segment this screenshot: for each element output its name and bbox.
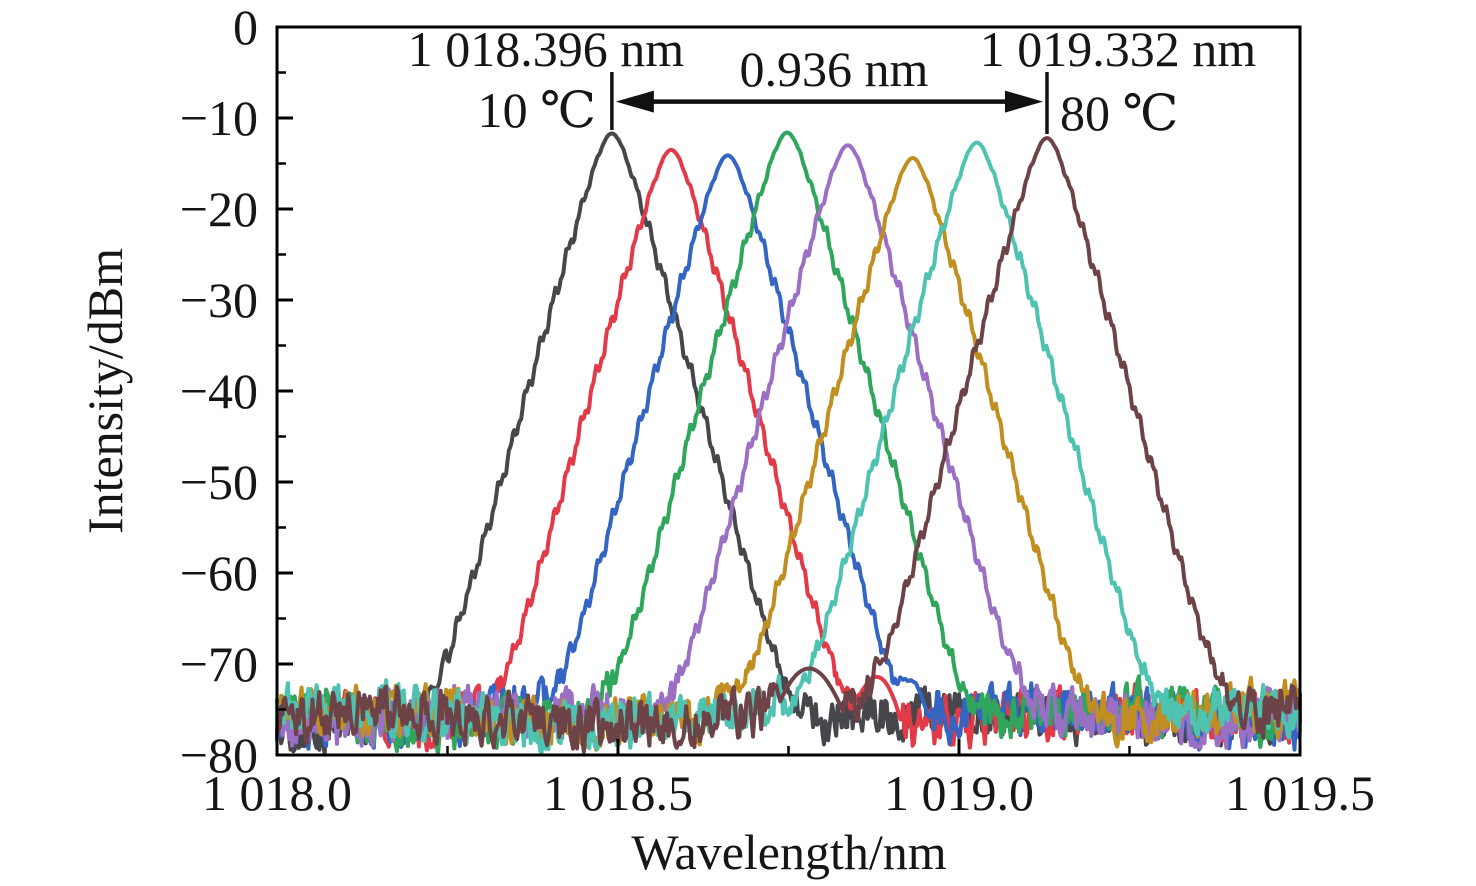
spectrum-curve-40c (275, 130, 1302, 755)
span-arrowhead-right-icon (1004, 90, 1043, 113)
x-axis-tick-label: 1 018.0 (202, 765, 352, 821)
spectrum-curve-30c (275, 153, 1302, 752)
spectrum-curve-10c (275, 131, 1302, 755)
annotation-span-label: 0.936 nm (740, 41, 929, 97)
y-axis-tick-label: −20 (180, 181, 258, 237)
annotation-right-temperature: 80 ℃ (1060, 85, 1178, 141)
y-axis-tick-label: −10 (180, 90, 258, 146)
y-axis-tick-label: −70 (180, 636, 258, 692)
x-axis-label: Wavelength/nm (631, 824, 946, 880)
spectrum-curve-80c (275, 136, 1302, 754)
y-axis-tick-label: −80 (180, 727, 258, 783)
annotation-layer: 1 018.396 nm 10 ℃ 0.936 nm 1 019.332 nm … (408, 21, 1257, 141)
annotation-left-temperature: 10 ℃ (478, 82, 596, 138)
annotation-right-wavelength: 1 019.332 nm (980, 21, 1257, 77)
spectrum-curve-50c (275, 143, 1302, 751)
y-axis-tick-label: −60 (180, 545, 258, 601)
x-axis-tick-label: 1 019.5 (1225, 765, 1375, 821)
annotation-left-wavelength: 1 018.396 nm (408, 21, 685, 77)
y-axis-tick-label: −30 (180, 272, 258, 328)
y-axis-tick-label: 0 (233, 0, 258, 55)
axes-layer (275, 25, 1302, 757)
x-axis-tick-label: 1 019.0 (884, 765, 1034, 821)
tick-labels-layer: 1 018.0 1 018.5 1 019.0 1 019.5 0 −10 −20 −30 −4… (180, 0, 1375, 821)
curves-layer (275, 130, 1302, 755)
y-axis-label: Intensity/dBm (77, 248, 133, 534)
spectrum-curve-70c (275, 140, 1302, 755)
span-arrowhead-left-icon (615, 90, 654, 113)
spectrum-curve-20c (275, 147, 1302, 753)
y-axis-tick-label: −50 (180, 454, 258, 510)
y-axis-tick-label: −40 (180, 363, 258, 419)
x-axis-tick-label: 1 018.5 (543, 765, 693, 821)
spectrum-curve-60c (275, 156, 1302, 752)
